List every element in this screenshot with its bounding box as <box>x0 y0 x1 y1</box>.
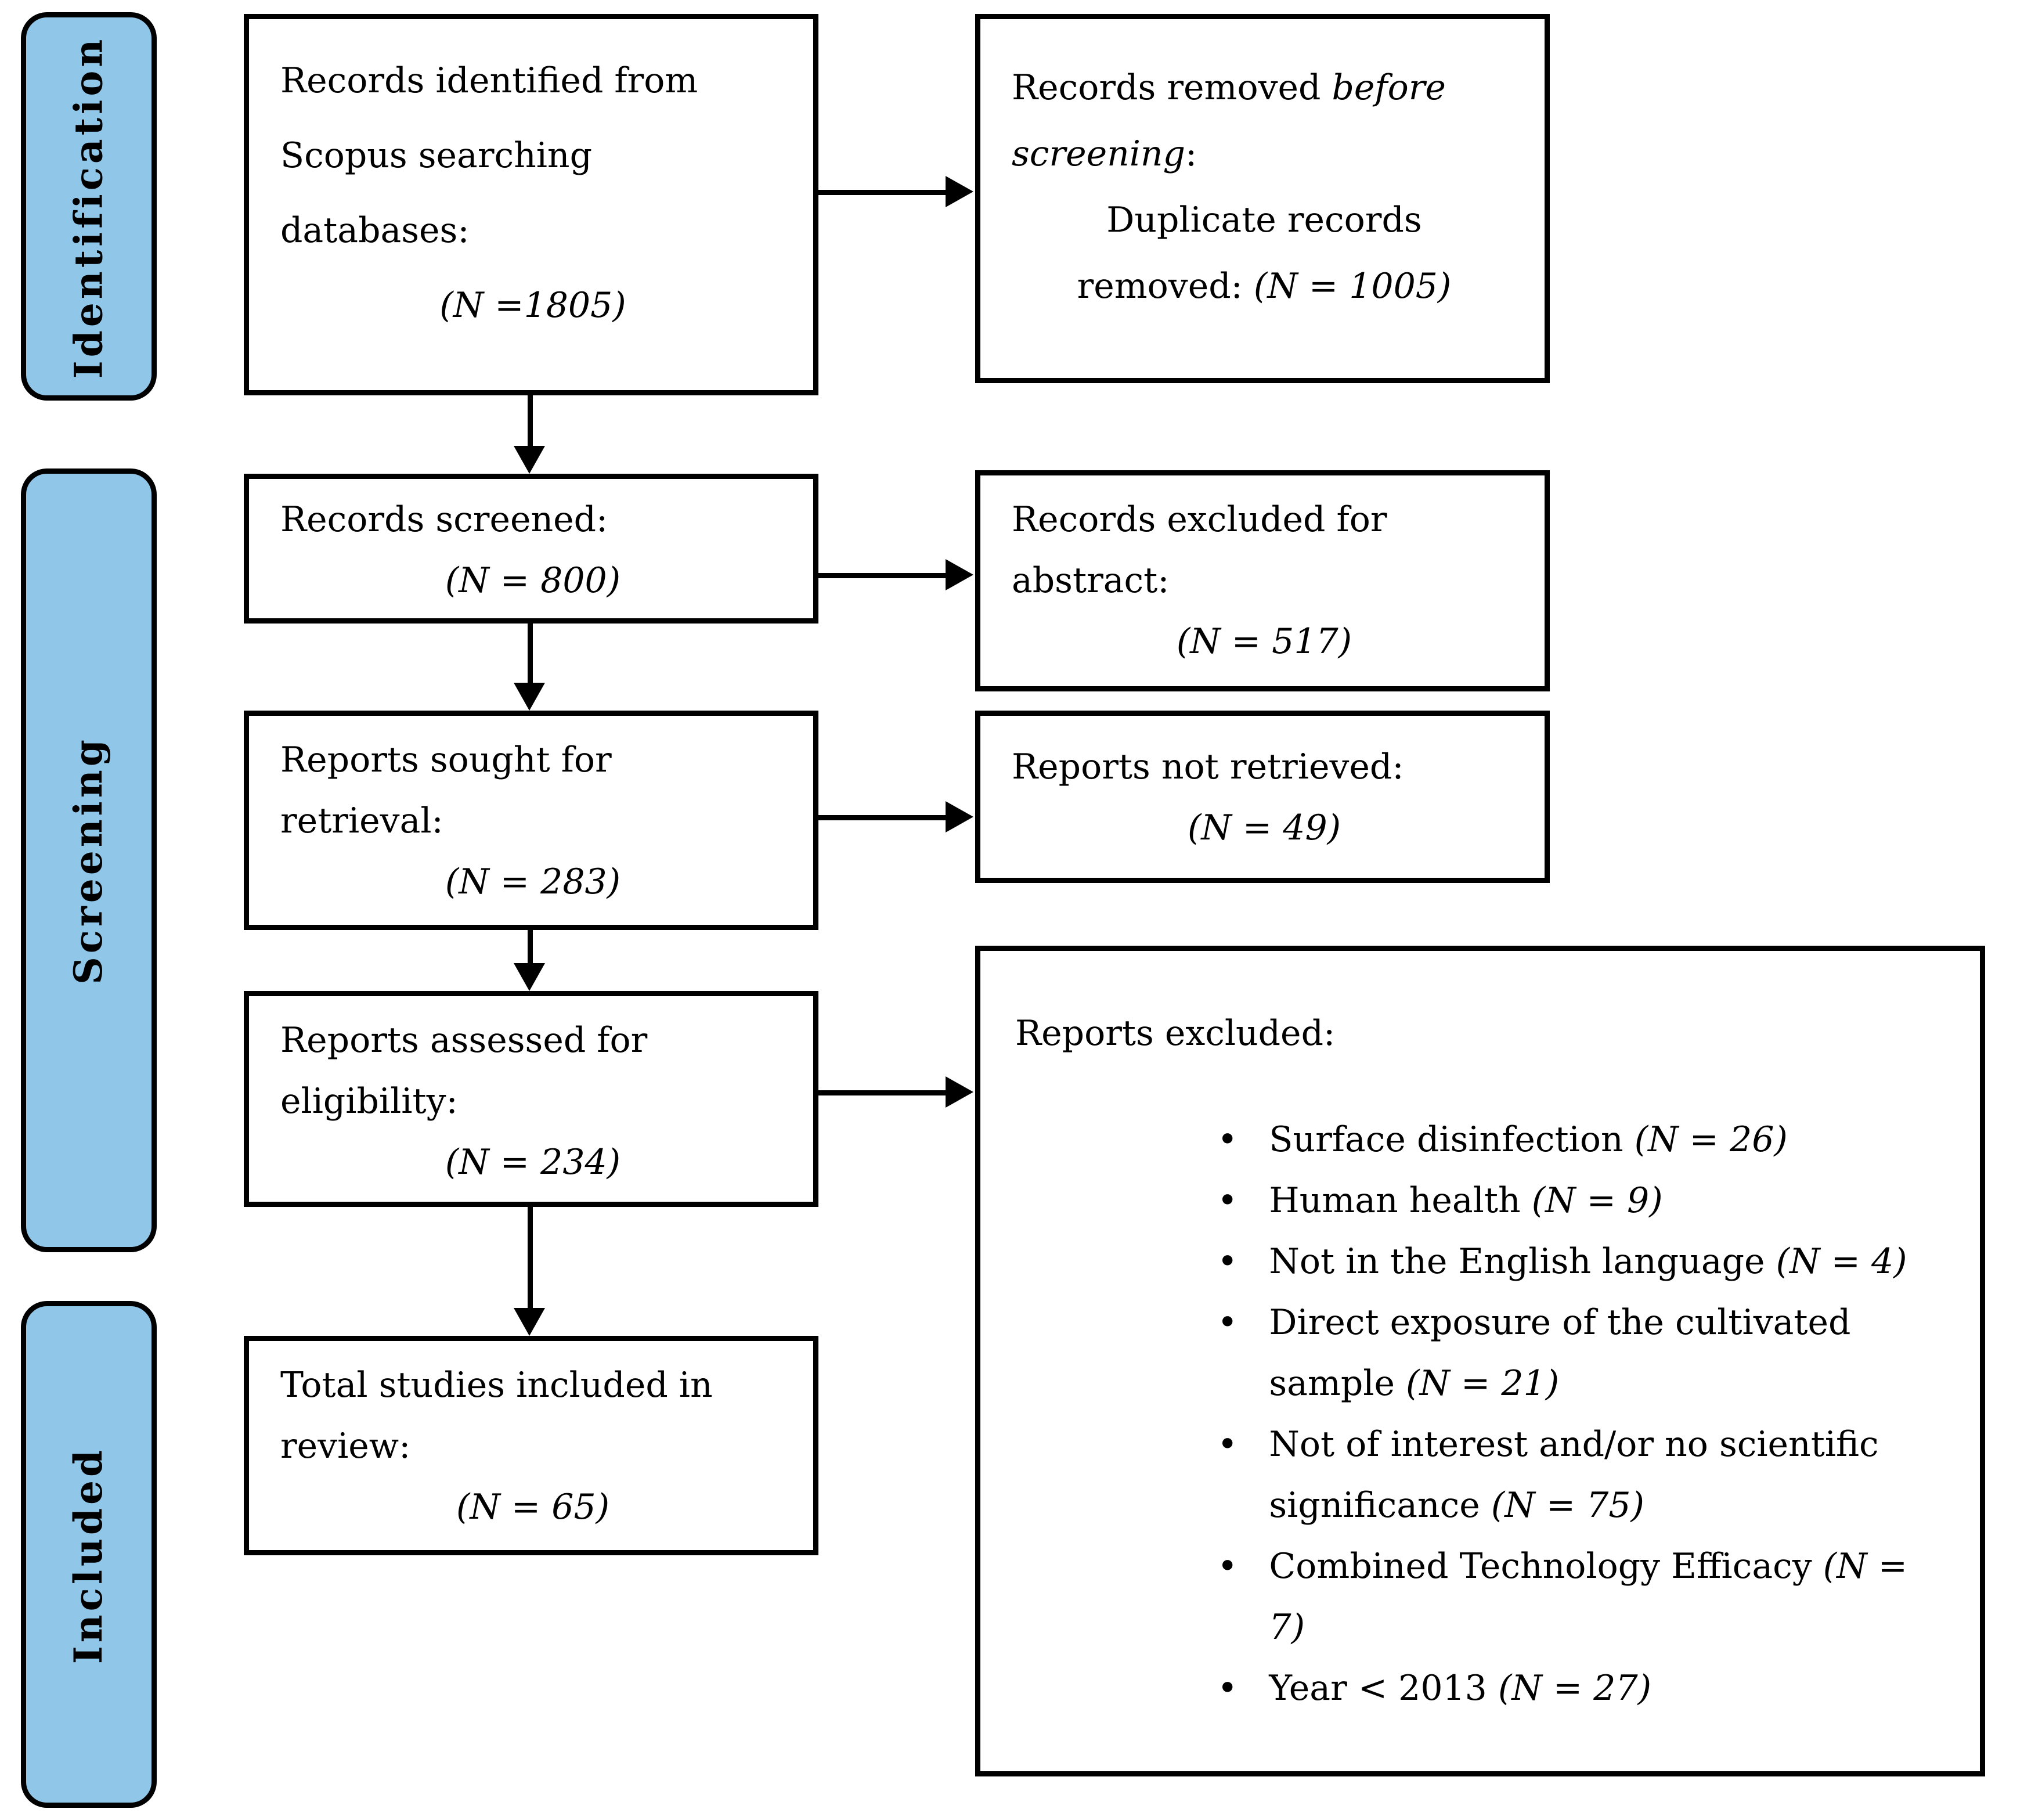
box-n-value: (N = 1005) <box>1253 265 1452 307</box>
excluded-reason-item: • Not in the English language (N = 4) <box>1217 1231 1921 1292</box>
excluded-reason-text: Combined Technology Efficacy <box>1269 1545 1823 1587</box>
bullet-marker-icon: • <box>1217 1240 1238 1282</box>
arrow-assessed-to-total <box>514 1207 545 1336</box>
box-n-value: (N = 283) <box>445 860 621 902</box>
box-line: abstract: <box>1012 559 1170 601</box>
box-records-screened: Records screened: (N = 800) <box>244 474 818 624</box>
excluded-reason-item: • Not of interest and/or no scientific s… <box>1217 1414 1921 1536</box>
box-line: Total studies included in <box>280 1364 713 1405</box>
box-n-value: (N = 49) <box>1187 806 1341 848</box>
excluded-reason-text: Human health <box>1269 1179 1532 1221</box>
arrow-screened-to-sought <box>514 624 545 711</box>
excluded-reason-n: (N = 7) <box>1269 1545 1907 1648</box>
excluded-reason-n: (N = 75) <box>1491 1484 1644 1526</box>
bullet-marker-icon: • <box>1217 1301 1238 1343</box>
box-total-included: Total studies included in review: (N = 6… <box>244 1336 818 1555</box>
reports-excluded-title: Reports excluded: <box>1015 1012 1336 1054</box>
excluded-reason-text: Direct exposure of the cultivated sample <box>1269 1301 1851 1404</box>
box-line: Scopus searching <box>280 134 592 176</box>
box-n-value: (N = 517) <box>1176 620 1352 662</box>
excluded-reason-item: • Surface disinfection (N = 26) <box>1217 1109 1921 1170</box>
box-records-excluded-abstract: Records excluded for abstract: (N = 517) <box>975 470 1550 691</box>
bullet-marker-icon: • <box>1217 1118 1238 1160</box>
excluded-reason-text: Year < 2013 <box>1269 1667 1498 1709</box>
arrow-sought-to-not-retrieved <box>818 801 973 832</box>
stage-label-included: Included <box>21 1301 157 1808</box>
box-line: Duplicate records <box>1106 199 1422 240</box>
bullet-marker-icon: • <box>1217 1545 1238 1587</box>
arrow-assessed-to-reports-excluded <box>818 1076 973 1108</box>
box-n-value: (N = 65) <box>456 1486 610 1527</box>
box-reports-excluded: Reports excluded: • Surface disinfection… <box>975 946 1985 1776</box>
box-line: Reports not retrieved: <box>1012 745 1404 787</box>
stage-label-identification: Identification <box>21 12 157 401</box>
box-n-value: (N = 800) <box>445 559 621 601</box>
box-line: Records identified from <box>280 59 698 101</box>
excluded-reason-n: (N = 21) <box>1406 1362 1560 1404</box>
excluded-reason-text: Surface disinfection <box>1269 1118 1635 1160</box>
excluded-reason-n: (N = 4) <box>1776 1240 1907 1282</box>
box-reports-sought: Reports sought for retrieval: (N = 283) <box>244 711 818 930</box>
box-line: Records removed <box>1012 66 1332 108</box>
box-records-identified: Records identified from Scopus searching… <box>244 14 818 395</box>
excluded-reason-item: • Year < 2013 (N = 27) <box>1217 1658 1921 1719</box>
box-line: review: <box>280 1425 411 1466</box>
arrow-sought-to-assessed <box>514 930 545 991</box>
box-line: : <box>1185 132 1197 174</box>
excluded-reason-n: (N = 26) <box>1634 1118 1788 1160</box>
excluded-reason-item: • Direct exposure of the cultivated samp… <box>1217 1292 1921 1414</box>
box-n-value: (N =1805) <box>439 284 626 326</box>
stage-label-screening: Screening <box>21 468 157 1252</box>
bullet-marker-icon: • <box>1217 1423 1238 1465</box>
excluded-reason-item: • Human health (N = 9) <box>1217 1170 1921 1231</box>
box-reports-assessed: Reports assessed for eligibility: (N = 2… <box>244 991 818 1207</box>
box-records-removed: Records removed before screening: Duplic… <box>975 14 1550 383</box>
box-line: Reports sought for <box>280 738 612 780</box>
box-line-italic: screening <box>1012 132 1186 174</box>
arrow-identified-to-screened <box>514 395 545 474</box>
box-line: databases: <box>280 209 470 251</box>
excluded-reasons-list: • Surface disinfection (N = 26) • Human … <box>1012 1109 1952 1719</box>
box-line-italic: before <box>1332 66 1446 108</box>
arrow-identified-to-removed <box>818 176 973 207</box>
box-line: Records screened: <box>280 498 608 540</box>
box-line: removed: <box>1077 265 1254 307</box>
box-line: eligibility: <box>280 1080 458 1122</box>
arrow-screened-to-excluded <box>818 559 973 590</box>
box-line: retrieval: <box>280 799 443 841</box>
excluded-reason-n: (N = 9) <box>1531 1179 1663 1221</box>
box-n-value: (N = 234) <box>445 1141 621 1183</box>
stage-label-screening-text: Screening <box>66 736 112 985</box>
box-reports-not-retrieved: Reports not retrieved: (N = 49) <box>975 711 1550 883</box>
bullet-marker-icon: • <box>1217 1179 1238 1221</box>
bullet-marker-icon: • <box>1217 1667 1238 1709</box>
excluded-reason-text: Not in the English language <box>1269 1240 1776 1282</box>
box-line: Reports assessed for <box>280 1019 648 1061</box>
stage-label-identification-text: Identification <box>66 35 112 378</box>
stage-label-included-text: Included <box>66 1446 112 1663</box>
box-line: Records excluded for <box>1012 498 1387 540</box>
excluded-reason-text: Not of interest and/or no scientific sig… <box>1269 1423 1879 1526</box>
excluded-reason-item: • Combined Technology Efficacy (N = 7) <box>1217 1536 1921 1658</box>
excluded-reason-n: (N = 27) <box>1498 1667 1652 1709</box>
